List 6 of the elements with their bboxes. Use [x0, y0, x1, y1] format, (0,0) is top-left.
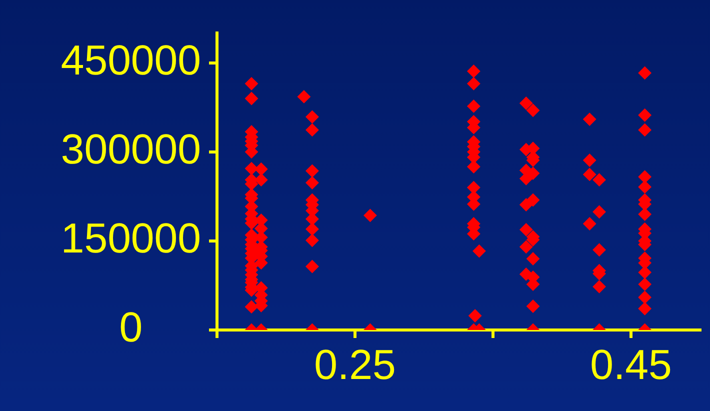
x-tick-label: 0.25 [314, 340, 396, 388]
y-tick-label: 150000 [60, 214, 202, 262]
y-tick-label: 0 [119, 304, 143, 351]
y-tick-label: 300000 [60, 126, 202, 172]
y-tick-label: 450000 [60, 36, 202, 84]
x-tick-label: 0.45 [590, 340, 672, 388]
